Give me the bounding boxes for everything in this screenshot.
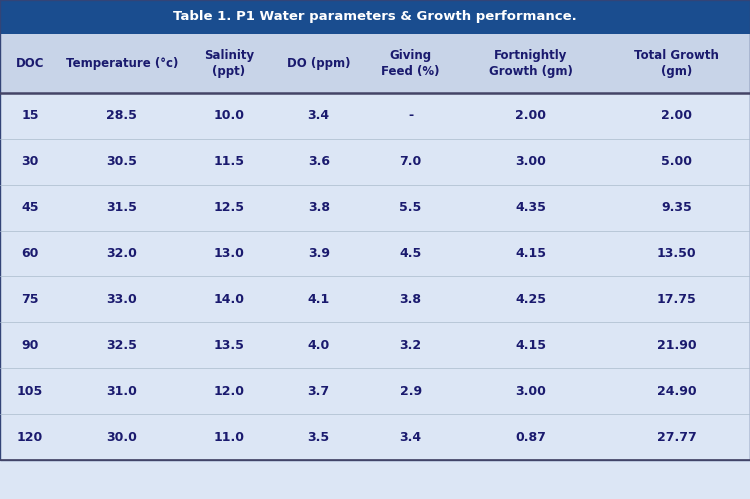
Bar	[0, 414, 750, 460]
Text: 4.5: 4.5	[400, 247, 422, 260]
Text: -: -	[408, 109, 413, 122]
Text: DO (ppm): DO (ppm)	[287, 57, 350, 70]
Text: 27.77: 27.77	[657, 431, 697, 444]
Text: 14.0: 14.0	[213, 293, 244, 306]
Text: 3.4: 3.4	[400, 431, 422, 444]
Text: 2.00: 2.00	[515, 109, 546, 122]
Text: 3.6: 3.6	[308, 155, 330, 168]
Text: 7.0: 7.0	[400, 155, 422, 168]
Text: 32.0: 32.0	[106, 247, 137, 260]
Text: 3.5: 3.5	[308, 431, 330, 444]
Bar	[0, 276, 750, 322]
Bar	[0, 231, 750, 276]
Text: 30.0: 30.0	[106, 431, 137, 444]
Text: 4.25: 4.25	[515, 293, 546, 306]
Text: 4.1: 4.1	[308, 293, 330, 306]
Text: 5.5: 5.5	[400, 201, 422, 214]
Text: DOC: DOC	[16, 57, 44, 70]
Text: 31.5: 31.5	[106, 201, 137, 214]
Text: 9.35: 9.35	[662, 201, 692, 214]
Text: 3.4: 3.4	[308, 109, 330, 122]
Text: 32.5: 32.5	[106, 339, 137, 352]
Text: 120: 120	[16, 431, 43, 444]
Text: 90: 90	[21, 339, 39, 352]
Text: 5.00: 5.00	[662, 155, 692, 168]
Text: 30.5: 30.5	[106, 155, 137, 168]
Text: 10.0: 10.0	[213, 109, 244, 122]
Text: 3.9: 3.9	[308, 247, 330, 260]
Text: 13.5: 13.5	[213, 339, 244, 352]
Text: 31.0: 31.0	[106, 385, 137, 398]
Text: Giving
Feed (%): Giving Feed (%)	[381, 49, 440, 78]
Text: 11.5: 11.5	[213, 155, 244, 168]
Bar	[0, 322, 750, 368]
Text: 12.0: 12.0	[213, 385, 244, 398]
Text: Salinity
(ppt): Salinity (ppt)	[204, 49, 254, 78]
Text: 24.90: 24.90	[657, 385, 697, 398]
Text: 13.0: 13.0	[213, 247, 244, 260]
Text: 3.2: 3.2	[400, 339, 422, 352]
Text: 4.0: 4.0	[308, 339, 330, 352]
Text: 3.00: 3.00	[515, 385, 546, 398]
Text: 2.9: 2.9	[400, 385, 422, 398]
Text: 11.0: 11.0	[213, 431, 244, 444]
Text: 12.5: 12.5	[213, 201, 244, 214]
Text: 3.7: 3.7	[308, 385, 330, 398]
Bar	[0, 368, 750, 414]
Text: 28.5: 28.5	[106, 109, 137, 122]
Bar	[0, 139, 750, 185]
Bar	[0, 93, 750, 139]
Text: Table 1. P1 Water parameters & Growth performance.: Table 1. P1 Water parameters & Growth pe…	[173, 10, 577, 23]
Text: 15: 15	[21, 109, 39, 122]
Text: 4.15: 4.15	[515, 339, 546, 352]
Text: 30: 30	[21, 155, 39, 168]
Text: 3.00: 3.00	[515, 155, 546, 168]
Text: Total Growth
(gm): Total Growth (gm)	[634, 49, 719, 78]
Bar	[0, 0, 750, 34]
Text: 60: 60	[21, 247, 39, 260]
Text: 4.15: 4.15	[515, 247, 546, 260]
Bar	[0, 34, 750, 93]
Text: Fortnightly
Growth (gm): Fortnightly Growth (gm)	[489, 49, 572, 78]
Text: 21.90: 21.90	[657, 339, 697, 352]
Text: Temperature (°c): Temperature (°c)	[66, 57, 178, 70]
Text: 33.0: 33.0	[106, 293, 137, 306]
Text: 0.87: 0.87	[515, 431, 546, 444]
Text: 13.50: 13.50	[657, 247, 697, 260]
Text: 2.00: 2.00	[662, 109, 692, 122]
Bar	[0, 185, 750, 231]
Text: 75: 75	[21, 293, 39, 306]
Text: 45: 45	[21, 201, 39, 214]
Text: 3.8: 3.8	[400, 293, 422, 306]
Text: 3.8: 3.8	[308, 201, 330, 214]
Text: 105: 105	[16, 385, 43, 398]
Text: 4.35: 4.35	[515, 201, 546, 214]
Text: 17.75: 17.75	[657, 293, 697, 306]
